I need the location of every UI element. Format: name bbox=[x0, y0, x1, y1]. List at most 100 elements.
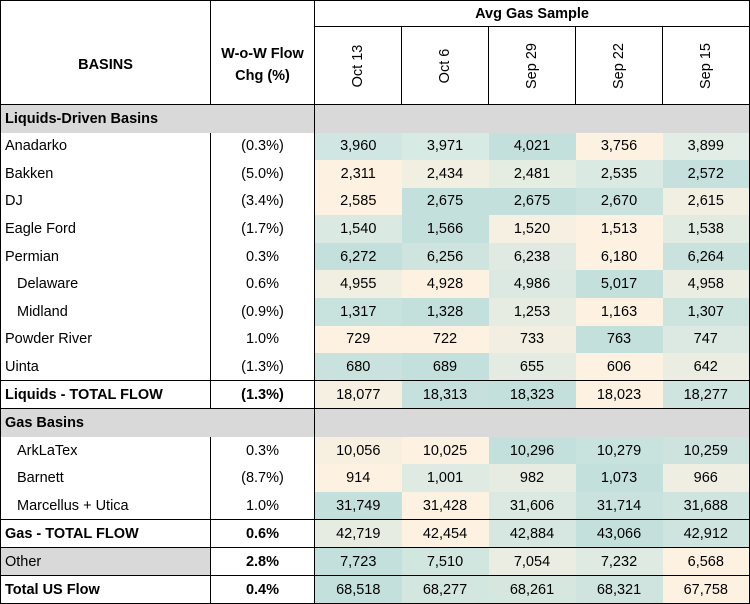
value-cell: 2,481 bbox=[488, 160, 576, 188]
table-row: Delaware 0.6% 4,955 4,928 4,986 5,017 4,958 bbox=[0, 270, 750, 299]
value-cell: 1,540 bbox=[314, 215, 402, 243]
value-cell: 6,180 bbox=[575, 242, 663, 271]
value-cell: 763 bbox=[575, 325, 663, 354]
total-change: 0.6% bbox=[210, 519, 315, 549]
value-cell: 2,675 bbox=[488, 187, 576, 216]
wow-change: (3.4%) bbox=[210, 187, 315, 216]
value-cell: 722 bbox=[401, 325, 489, 354]
wow-change: 1.0% bbox=[210, 492, 315, 520]
value-cell: 2,572 bbox=[662, 160, 750, 188]
wow-header-line2: Chg (%) bbox=[235, 68, 290, 85]
value-cell: 10,025 bbox=[401, 436, 489, 465]
value-cell: 1,253 bbox=[488, 298, 576, 326]
value-cell: 5,017 bbox=[575, 270, 663, 299]
value-cell: 31,714 bbox=[575, 492, 663, 520]
section-header-fill bbox=[313, 408, 750, 437]
value-cell: 42,884 bbox=[488, 519, 576, 549]
value-cell: 642 bbox=[662, 353, 750, 381]
section-header-row: Liquids-Driven Basins bbox=[0, 104, 750, 133]
value-cell: 1,073 bbox=[575, 464, 663, 493]
value-cell: 10,056 bbox=[314, 436, 402, 465]
value-cell: 31,688 bbox=[662, 492, 750, 520]
date-header-sep-29: Sep 29 bbox=[488, 26, 576, 105]
value-cell: 1,163 bbox=[575, 298, 663, 326]
value-cell: 680 bbox=[314, 353, 402, 381]
table-row: Barnett (8.7%) 914 1,001 982 1,073 966 bbox=[0, 464, 750, 493]
value-cell: 7,232 bbox=[575, 547, 663, 577]
basin-name: Anadarko bbox=[0, 132, 211, 161]
value-cell: 655 bbox=[488, 353, 576, 381]
total-name: Liquids - TOTAL FLOW bbox=[0, 380, 211, 410]
basin-name: Bakken bbox=[0, 160, 211, 188]
value-cell: 4,021 bbox=[488, 132, 576, 161]
value-cell: 4,958 bbox=[662, 270, 750, 299]
other-change: 2.8% bbox=[210, 547, 315, 577]
value-cell: 1,001 bbox=[401, 464, 489, 493]
value-cell: 1,520 bbox=[488, 215, 576, 243]
value-cell: 7,723 bbox=[314, 547, 402, 577]
value-cell: 31,606 bbox=[488, 492, 576, 520]
grand-total-row: Total US Flow 0.4% 68,518 68,277 68,261 68,32… bbox=[0, 575, 750, 604]
header-blank-basins bbox=[0, 0, 211, 27]
section-title: Gas Basins bbox=[0, 408, 315, 437]
table-row: Marcellus + Utica 1.0% 31,749 31,428 31,606 3… bbox=[0, 492, 750, 520]
avg-gas-sample-header: Avg Gas Sample bbox=[313, 0, 750, 27]
wow-change: (0.3%) bbox=[210, 132, 315, 161]
value-cell: 18,323 bbox=[488, 380, 576, 410]
basin-name: Permian bbox=[0, 242, 211, 271]
basin-name: DJ bbox=[0, 187, 211, 216]
wow-change: 0.6% bbox=[210, 270, 315, 299]
value-cell: 18,277 bbox=[662, 380, 750, 410]
value-cell: 43,066 bbox=[575, 519, 663, 549]
value-cell: 747 bbox=[662, 325, 750, 354]
value-cell: 3,960 bbox=[314, 132, 402, 161]
wow-change: (1.7%) bbox=[210, 215, 315, 243]
value-cell: 67,758 bbox=[662, 575, 750, 604]
value-cell: 4,986 bbox=[488, 270, 576, 299]
table-row: DJ (3.4%) 2,585 2,675 2,675 2,670 2,615 bbox=[0, 187, 750, 216]
wow-flow-change-header: W-o-W Flow Chg (%) bbox=[210, 26, 315, 105]
basin-name: ArkLaTex bbox=[0, 436, 211, 465]
value-cell: 2,434 bbox=[401, 160, 489, 188]
section-header-row: Gas Basins bbox=[0, 408, 750, 437]
total-change: (1.3%) bbox=[210, 380, 315, 410]
section-title: Liquids-Driven Basins bbox=[0, 104, 315, 133]
wow-change: 0.3% bbox=[210, 242, 315, 271]
value-cell: 4,955 bbox=[314, 270, 402, 299]
value-cell: 2,675 bbox=[401, 187, 489, 216]
value-cell: 2,615 bbox=[662, 187, 750, 216]
value-cell: 1,566 bbox=[401, 215, 489, 243]
date-header-sep-22: Sep 22 bbox=[575, 26, 663, 105]
value-cell: 18,023 bbox=[575, 380, 663, 410]
value-cell: 1,307 bbox=[662, 298, 750, 326]
value-cell: 7,510 bbox=[401, 547, 489, 577]
wow-change: 1.0% bbox=[210, 325, 315, 354]
value-cell: 18,313 bbox=[401, 380, 489, 410]
value-cell: 606 bbox=[575, 353, 663, 381]
grand-total-name: Total US Flow bbox=[0, 575, 211, 604]
total-name: Gas - TOTAL FLOW bbox=[0, 519, 211, 549]
value-cell: 966 bbox=[662, 464, 750, 493]
value-cell: 1,538 bbox=[662, 215, 750, 243]
total-row: Gas - TOTAL FLOW 0.6% 42,719 42,454 42,884 43… bbox=[0, 519, 750, 549]
table-row: Permian 0.3% 6,272 6,256 6,238 6,180 6,264 bbox=[0, 242, 750, 271]
value-cell: 18,077 bbox=[314, 380, 402, 410]
value-cell: 729 bbox=[314, 325, 402, 354]
date-header-sep-15: Sep 15 bbox=[662, 26, 750, 105]
wow-change: (5.0%) bbox=[210, 160, 315, 188]
wow-change: (1.3%) bbox=[210, 353, 315, 381]
basin-name: Midland bbox=[0, 298, 211, 326]
table-row: Eagle Ford (1.7%) 1,540 1,566 1,520 1,513 1,53… bbox=[0, 215, 750, 243]
value-cell: 31,428 bbox=[401, 492, 489, 520]
value-cell: 914 bbox=[314, 464, 402, 493]
value-cell: 6,272 bbox=[314, 242, 402, 271]
value-cell: 733 bbox=[488, 325, 576, 354]
value-cell: 42,719 bbox=[314, 519, 402, 549]
value-cell: 6,256 bbox=[401, 242, 489, 271]
value-cell: 10,279 bbox=[575, 436, 663, 465]
basin-name: Barnett bbox=[0, 464, 211, 493]
table-row: Uinta (1.3%) 680 689 655 606 642 bbox=[0, 353, 750, 381]
basin-name: Eagle Ford bbox=[0, 215, 211, 243]
wow-header-line1: W-o-W Flow bbox=[221, 46, 304, 63]
